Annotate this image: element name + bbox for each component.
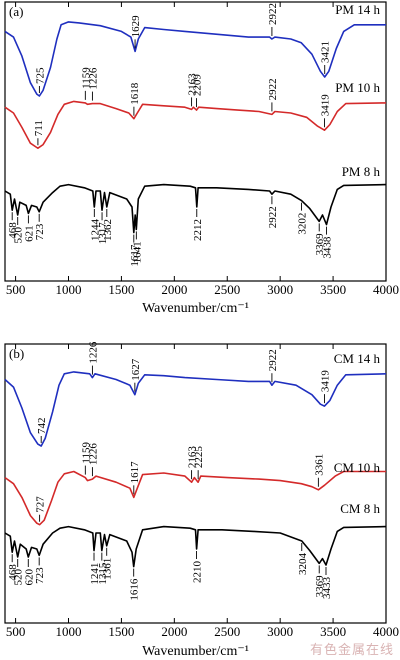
peak-label: 1159 <box>80 442 92 464</box>
x-tick-label: 2500 <box>214 282 240 297</box>
peak-label: 1159 <box>80 67 92 89</box>
series-name: PM 10 h <box>335 80 380 95</box>
peak-label: 3202 <box>297 213 309 235</box>
peak-label: 468 <box>7 564 19 581</box>
series-line-pm-10-h <box>4 100 387 149</box>
series-name: CM 8 h <box>340 501 380 516</box>
peak-label: 520 <box>13 569 25 586</box>
x-tick-label: 4000 <box>373 282 399 297</box>
x-axis-label: Wavenumber/cm⁻¹ <box>142 644 249 659</box>
peak-label: 3419 <box>320 94 332 117</box>
peak-label: 2210 <box>192 561 204 584</box>
x-tick-label: 1000 <box>56 282 82 297</box>
peak-label: 2922 <box>267 78 279 100</box>
x-tick-label: 3000 <box>267 624 293 639</box>
peak-label: 3419 <box>320 370 332 393</box>
x-tick-label: 3500 <box>320 624 346 639</box>
peak-label: 2163 <box>187 446 199 469</box>
peak-label: 1226 <box>87 443 99 466</box>
peak-label: 3438 <box>322 236 334 259</box>
peak-label: 1641 <box>131 241 143 263</box>
peak-label: 2212 <box>192 219 204 241</box>
peak-label: 620 <box>23 569 35 586</box>
series-name: CM 10 h <box>334 460 381 475</box>
peak-label: 2163 <box>187 73 199 96</box>
x-tick-label: 1500 <box>108 282 134 297</box>
x-tick-label: 3000 <box>267 282 293 297</box>
series-name: CM 14 h <box>334 351 381 366</box>
series-line-cm-10-h <box>4 470 386 526</box>
peak-label: 1226 <box>87 67 99 90</box>
peak-label: 711 <box>33 120 45 136</box>
plot-frame <box>4 1 387 282</box>
x-axis-label: Wavenumber/cm⁻¹ <box>142 301 249 316</box>
peak-label: 3361 <box>313 454 325 476</box>
peak-label: 2922 <box>267 3 279 25</box>
peak-label: 1361 <box>102 558 114 580</box>
peak-label: 1618 <box>129 82 141 105</box>
panel-b: (b) 500 1000 1500 2000 2500 3000 3500 4000 Wavenu… <box>4 341 399 659</box>
peak-label: 1627 <box>130 358 142 381</box>
series-name: PM 8 h <box>342 164 381 179</box>
series-name: PM 14 h <box>335 2 380 17</box>
panel-label: (a) <box>9 4 23 19</box>
peak-label: 2209 <box>191 74 203 97</box>
peak-label: 742 <box>36 418 48 435</box>
peak-label: 621 <box>23 225 35 242</box>
peak-label: 723 <box>34 567 46 584</box>
peak-label: 1317 <box>97 222 109 245</box>
x-tick-label: 3500 <box>320 282 346 297</box>
peak-label: 725 <box>34 67 46 84</box>
x-tick-label: 2500 <box>214 624 240 639</box>
peak-label: 3204 <box>297 553 309 576</box>
peak-label: 1244 <box>89 219 101 242</box>
x-tick-label: 500 <box>6 624 26 639</box>
x-tick-label: 1500 <box>108 624 134 639</box>
peak-label: 3369 <box>314 233 326 256</box>
peak-label: 3421 <box>320 41 332 63</box>
series-line-pm-8-h <box>4 183 387 234</box>
peak-label: 727 <box>35 496 47 513</box>
series-line-cm-8-h <box>4 525 387 568</box>
x-tick-label: 4000 <box>373 624 399 639</box>
series-line-pm-14-h <box>4 21 386 97</box>
peak-label: 1362 <box>102 219 114 241</box>
watermark: 有色金属在线 <box>309 643 394 658</box>
x-tick-label: 2000 <box>161 282 187 297</box>
plot-frame <box>4 343 387 624</box>
peak-label: 1629 <box>130 15 142 38</box>
peak-label: 2922 <box>267 206 279 228</box>
peak-label: 2225 <box>193 446 205 469</box>
x-tick-label: 2000 <box>161 624 187 639</box>
x-tick-label: 1000 <box>56 624 82 639</box>
peak-label: 1616 <box>129 578 141 601</box>
panel-a: (a) 500 1000 1500 2000 2500 3000 3500 4000 Wavenu… <box>4 1 399 316</box>
peak-label: 723 <box>34 223 46 240</box>
peak-label: 1241 <box>89 563 101 585</box>
peak-label: 3369 <box>314 575 326 598</box>
peak-label: 2922 <box>267 349 279 371</box>
peak-label: 468 <box>7 222 19 239</box>
peak-label: 3433 <box>321 577 333 600</box>
series-line-cm-14-h <box>4 371 387 447</box>
peak-label: 520 <box>13 227 25 244</box>
x-tick-label: 500 <box>6 282 26 297</box>
panel-label: (b) <box>9 346 24 361</box>
peak-label: 1226 <box>87 341 99 364</box>
peak-label: 1617 <box>129 461 141 484</box>
peak-label: 1617 <box>129 244 141 267</box>
peak-label: 1315 <box>97 562 109 585</box>
